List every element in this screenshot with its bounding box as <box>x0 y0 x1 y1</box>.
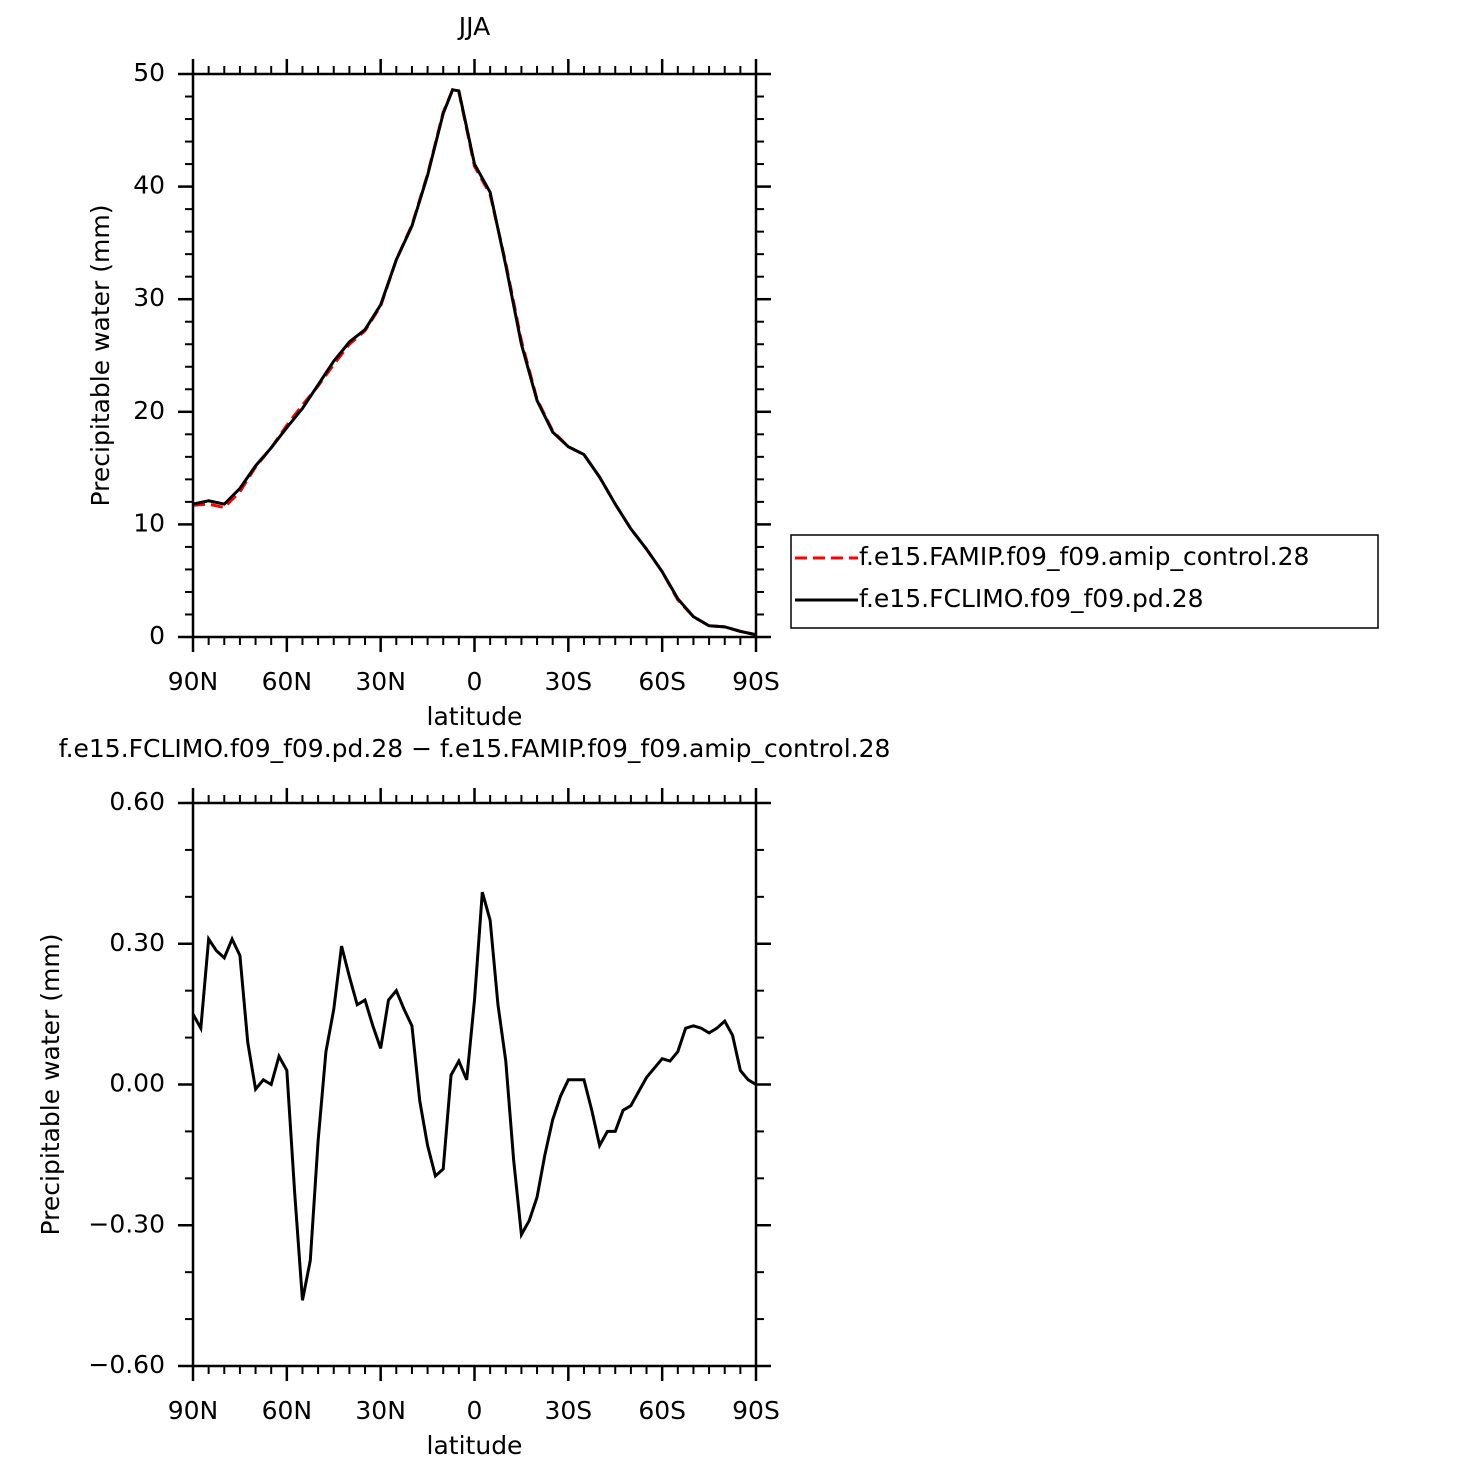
x-axis-label: latitude <box>427 1431 523 1460</box>
y-tick-label: 0.00 <box>109 1069 165 1098</box>
y-tick-label: −0.60 <box>88 1350 165 1379</box>
y-tick-label: 30 <box>133 283 165 312</box>
y-tick-label: 20 <box>133 396 165 425</box>
legend-label: f.e15.FCLIMO.f09_f09.pd.28 <box>859 584 1204 613</box>
chart-title: JJA <box>457 12 490 41</box>
y-tick-label: 0.60 <box>109 787 165 816</box>
data-line <box>192 87 757 637</box>
x-tick-label: 30S <box>544 1396 592 1425</box>
x-tick-label: 60S <box>638 667 686 696</box>
x-tick-label: 90N <box>168 667 219 696</box>
x-tick-label: 60S <box>638 1396 686 1425</box>
data-line <box>192 88 757 637</box>
x-tick-label: 90N <box>168 1396 219 1425</box>
chart-title: f.e15.FCLIMO.f09_f09.pd.28 − f.e15.FAMIP… <box>59 734 891 763</box>
y-tick-label: 10 <box>133 508 165 537</box>
x-tick-label: 30S <box>544 667 592 696</box>
data-line <box>191 891 757 1301</box>
x-tick-label: 90S <box>732 1396 780 1425</box>
plot-frame <box>191 801 758 1368</box>
x-tick-label: 30N <box>355 1396 406 1425</box>
y-tick-label: 0 <box>149 621 165 650</box>
x-tick-label: 90S <box>732 667 780 696</box>
y-tick-label: 0.30 <box>109 928 165 957</box>
x-axis-label: latitude <box>427 702 523 731</box>
x-tick-label: 0 <box>467 1396 483 1425</box>
legend-box <box>790 534 1379 629</box>
legend-label: f.e15.FAMIP.f09_f09.amip_control.28 <box>859 542 1309 571</box>
y-axis-label: Precipitable water (mm) <box>86 205 115 507</box>
plot-frame <box>191 72 758 639</box>
x-tick-label: 60N <box>262 667 313 696</box>
x-tick-label: 60N <box>262 1396 313 1425</box>
y-tick-label: −0.30 <box>88 1209 165 1238</box>
y-axis-label: Precipitable water (mm) <box>36 934 65 1236</box>
y-tick-label: 50 <box>133 58 165 87</box>
x-tick-label: 0 <box>467 667 483 696</box>
y-tick-label: 40 <box>133 171 165 200</box>
x-tick-label: 30N <box>355 667 406 696</box>
